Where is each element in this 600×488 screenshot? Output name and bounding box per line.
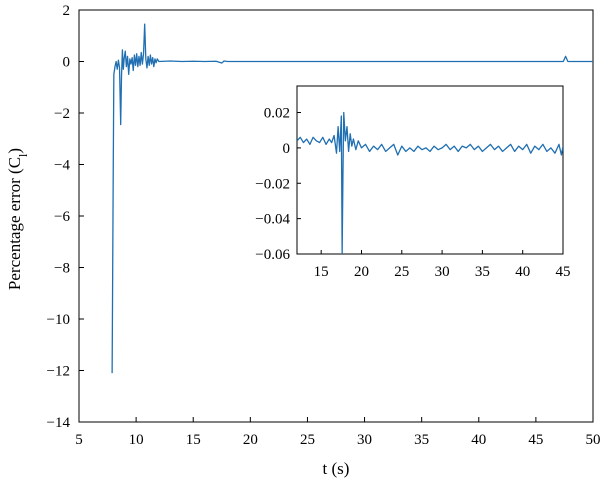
main-y-tick-label: −8 xyxy=(54,261,70,277)
main-x-tick-label: 45 xyxy=(528,432,543,448)
inset-y-tick-label: 0 xyxy=(283,141,291,157)
main-y-tick-label: 0 xyxy=(63,55,71,71)
inset-x-tick-label: 15 xyxy=(314,264,329,280)
main-y-tick-label: −14 xyxy=(47,415,71,431)
y-axis-label-main: Percentage error (C xyxy=(5,157,24,290)
main-x-tick-label: 30 xyxy=(357,432,372,448)
main-y-tick-label: −4 xyxy=(54,158,70,174)
inset-axes-frame xyxy=(296,85,564,255)
y-axis-label-subscript: l xyxy=(16,153,30,157)
main-x-tick-label: 25 xyxy=(300,432,315,448)
inset-plot: 15 20 25 30 35 40 45 0.02 0 −0.02 −0.04 −0.06 xyxy=(255,85,571,280)
inset-y-tick-label: 0.02 xyxy=(264,106,290,122)
inset-y-tick-label: −0.04 xyxy=(255,212,290,228)
main-x-tick-label: 10 xyxy=(129,432,144,448)
inset-x-tick-label: 25 xyxy=(394,264,409,280)
inset-y-tick-label: −0.02 xyxy=(255,176,290,192)
main-y-tick-label: −2 xyxy=(54,106,70,122)
main-series-line xyxy=(111,23,593,374)
inset-series-line xyxy=(297,111,563,254)
main-y-tick-label: −12 xyxy=(47,364,70,380)
inset-y-tick-label: −0.06 xyxy=(255,247,290,263)
main-x-tick-label: 50 xyxy=(586,432,600,448)
y-axis-label-close: ) xyxy=(5,148,24,154)
x-axis-label: t (s) xyxy=(323,459,350,478)
main-x-tick-label: 35 xyxy=(414,432,429,448)
main-y-tick-label: 2 xyxy=(63,3,71,19)
inset-x-tick-label: 20 xyxy=(354,264,369,280)
inset-x-tick-label: 45 xyxy=(556,264,571,280)
inset-x-tick-label: 35 xyxy=(475,264,490,280)
main-y-tick-label: −10 xyxy=(47,312,70,328)
inset-x-tick-label: 30 xyxy=(435,264,450,280)
inset-x-tick-label: 40 xyxy=(515,264,530,280)
main-x-tick-label: 20 xyxy=(243,432,258,448)
y-axis-label: Percentage error (Cl) xyxy=(5,148,30,290)
inset-background xyxy=(255,86,563,254)
main-x-tick-label: 15 xyxy=(186,432,201,448)
main-x-tick-label: 5 xyxy=(75,432,83,448)
main-y-tick-label: −6 xyxy=(54,209,70,225)
main-x-tick-label: 40 xyxy=(471,432,486,448)
